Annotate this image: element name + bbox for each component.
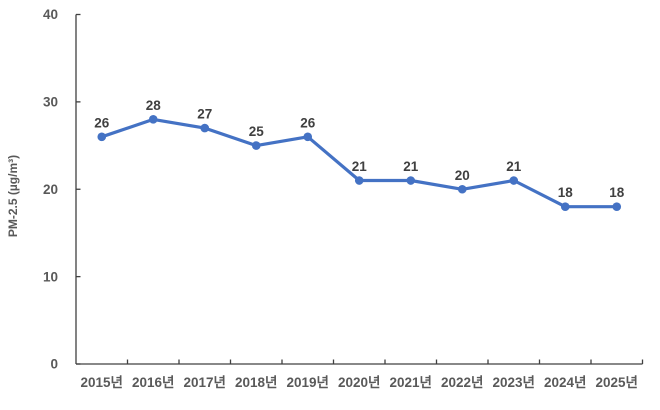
data-point-marker xyxy=(251,141,261,150)
axes: 0 10 20 30 40 2015년 2016년 2017년 2018년 2019년 2020년 2… xyxy=(43,7,644,390)
data-point-label: 26 xyxy=(300,115,316,130)
data-point-marker xyxy=(303,132,313,142)
y-axis-title: PM-2.5 (µg/m³) xyxy=(6,155,20,237)
x-tick-label: 2025년 xyxy=(596,375,638,390)
data-point-marker xyxy=(509,176,519,185)
x-tick-label: 2018년 xyxy=(235,375,277,390)
y-tick-label: 10 xyxy=(43,269,58,284)
data-point-marker xyxy=(148,115,158,124)
x-tick-label: 2019년 xyxy=(287,375,329,390)
x-tick-label: 2023년 xyxy=(493,375,535,390)
data-point-marker xyxy=(560,202,570,212)
x-tick-label: 2020년 xyxy=(338,375,380,390)
data-point-label: 18 xyxy=(609,185,625,200)
data-point-label: 21 xyxy=(403,159,419,174)
x-tick-label: 2016년 xyxy=(132,375,174,390)
data-point-label: 27 xyxy=(197,107,212,122)
data-point-marker xyxy=(612,202,622,212)
data-point-marker xyxy=(406,176,416,185)
data-point-label: 20 xyxy=(455,168,470,183)
data-point-marker xyxy=(200,123,210,133)
y-tick-label: 30 xyxy=(43,95,58,110)
x-tick-label: 2022년 xyxy=(441,375,483,390)
y-tick-label: 40 xyxy=(43,7,58,22)
data-point-label: 21 xyxy=(352,159,368,174)
data-point-marker xyxy=(97,132,107,142)
x-tick-label: 2024년 xyxy=(544,375,586,390)
y-tick-label: 20 xyxy=(43,182,58,197)
y-tick-label: 0 xyxy=(50,357,58,372)
x-tick-label: 2021년 xyxy=(390,375,432,390)
x-tick-label: 2017년 xyxy=(184,375,226,390)
data-point-label: 21 xyxy=(506,159,522,174)
line-series xyxy=(97,115,622,212)
data-point-label: 18 xyxy=(558,185,574,200)
data-point-label: 28 xyxy=(146,98,162,113)
data-point-label: 26 xyxy=(94,115,110,130)
data-point-marker xyxy=(354,176,364,185)
x-tick-label: 2015년 xyxy=(81,375,123,390)
data-point-marker xyxy=(457,184,467,194)
data-point-label: 25 xyxy=(249,124,265,139)
data-labels: 26 28 27 25 26 21 21 20 21 18 18 xyxy=(94,98,625,200)
